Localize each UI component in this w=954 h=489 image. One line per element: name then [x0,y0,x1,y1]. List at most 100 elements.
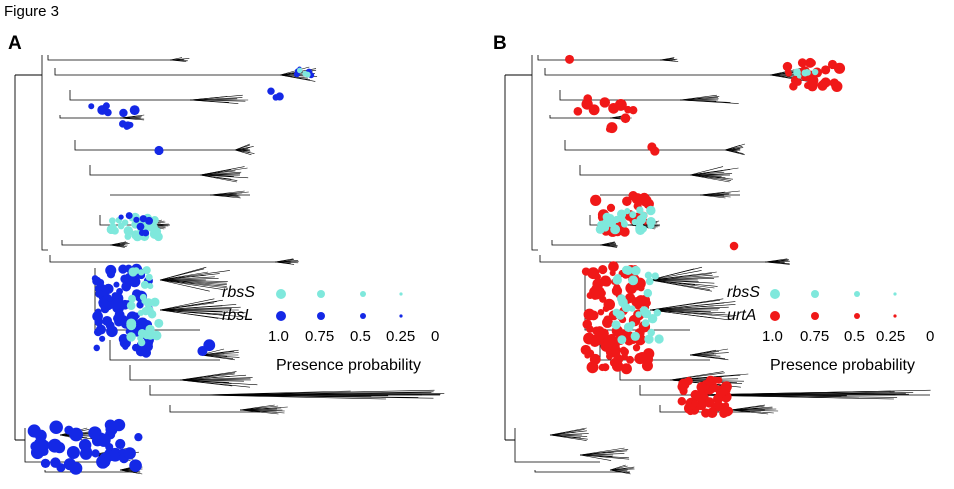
tree-leaf [159,305,223,311]
legend-dot [854,313,860,319]
legend-dot [811,312,819,320]
presence-marker [88,103,95,110]
tree-branch [544,68,780,76]
tree-leaf [159,268,205,281]
presence-marker [140,280,149,289]
presence-marker [148,222,158,233]
presence-marker [143,338,153,348]
tree-leaf [764,261,790,265]
tree-leaf [199,174,249,179]
presence-marker [651,272,659,280]
presence-marker [643,288,653,298]
presence-marker [600,275,612,287]
tree-leaf [729,409,779,412]
presence-marker [302,70,308,77]
tree-leaf [199,174,237,183]
presence-marker [94,317,103,327]
tree-branch [24,428,110,463]
presence-marker [721,406,733,417]
tree-spine [504,74,532,441]
presence-marker [128,276,138,285]
presence-marker [604,213,611,220]
presence-marker [602,317,613,328]
presence-marker [584,352,591,359]
presence-marker [591,286,602,297]
presence-marker [565,54,575,64]
tree-leaf [159,274,207,281]
presence-marker [113,314,122,323]
tree-leaf [109,244,125,248]
legend-dot [893,292,897,296]
tree-leaf [179,376,230,381]
panel-a-label: A [8,33,22,54]
presence-marker [94,308,102,316]
presence-marker [793,68,801,77]
presence-marker [49,420,63,434]
presence-marker [88,426,102,440]
presence-marker [589,337,600,348]
tree-leaf [159,279,228,289]
presence-marker [104,419,116,431]
presence-marker [611,320,621,330]
presence-marker [711,376,719,384]
tree-leaf [669,372,725,381]
presence-marker [118,214,124,220]
presence-marker [66,445,80,460]
presence-marker [644,334,654,344]
presence-marker [115,438,126,450]
presence-marker [645,277,654,286]
tree-leaf [179,379,244,382]
tree-leaf [609,469,631,475]
presence-marker [620,347,629,357]
presence-marker [618,297,628,308]
presence-marker [782,61,793,72]
presence-marker [612,215,621,224]
tree-leaf [189,99,246,102]
presence-marker [640,211,648,220]
presence-marker [93,344,100,352]
tree-leaf [159,309,247,318]
presence-marker [583,308,596,321]
presence-marker [91,449,100,458]
presence-marker [701,408,711,418]
tree-leaf [579,454,612,461]
presence-marker [647,221,655,230]
presence-marker [105,264,117,276]
presence-marker [104,108,112,117]
presence-marker [272,94,280,101]
tree-branch [169,405,260,413]
presence-marker [145,216,154,225]
presence-marker [129,105,140,116]
tree-branch [534,470,630,473]
presence-marker [267,87,275,95]
tree-leaf [169,59,187,62]
tree-leaf [199,354,235,361]
tree-leaf [549,434,587,441]
tree-branch [59,115,130,119]
tree-branch [537,55,670,61]
presence-marker [598,264,608,275]
presence-marker [100,457,111,468]
legend-a-gene2-label: rbsL [222,307,254,324]
presence-marker [597,308,605,316]
presence-marker [139,215,147,223]
presence-marker [99,335,106,342]
presence-marker [151,330,162,341]
legend-b-gene2-label: urtA [727,307,757,324]
presence-marker [639,306,649,315]
legend-dot [811,290,819,298]
tree-leaf [159,270,230,281]
legend-dot [399,292,403,296]
presence-marker [111,292,119,300]
presence-marker [92,276,102,286]
tree-leaf [724,149,745,156]
tree-branch [531,55,538,251]
presence-marker [609,358,619,368]
panel-b-label: B [493,33,507,54]
presence-marker [635,295,647,307]
presence-marker [142,229,150,237]
presence-marker [112,418,126,432]
presence-marker [108,447,123,462]
tree-leaf [234,149,255,154]
tree-leaf [649,270,702,281]
